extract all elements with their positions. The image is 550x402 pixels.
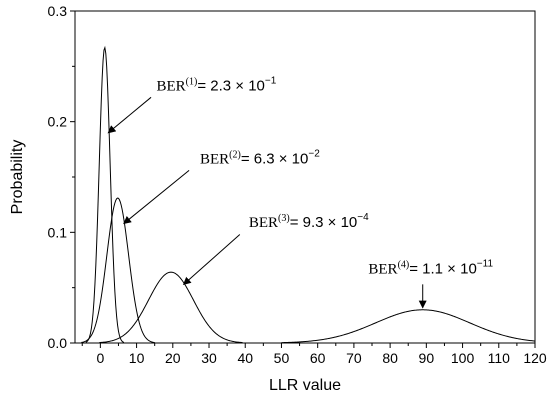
x-tick-label: 50	[274, 350, 290, 366]
y-tick-label: 0.0	[48, 335, 68, 351]
y-axis-label: Probability	[9, 140, 26, 215]
plot-area	[81, 45, 536, 344]
x-tick-label: 60	[310, 350, 326, 366]
series-3-curve	[99, 271, 243, 344]
y-tick-label: 0.1	[48, 224, 68, 240]
x-tick-label: 80	[382, 350, 398, 366]
annotation-3-label: BER(3)= 9.3 × 10−4	[249, 212, 369, 231]
series-1-curve	[85, 45, 125, 343]
series-2-curve	[81, 197, 155, 344]
x-tick-label: 30	[201, 350, 217, 366]
series-4-curve	[281, 309, 536, 344]
x-tick-label: 90	[419, 350, 435, 366]
annotation-1-arrow	[107, 96, 152, 134]
x-tick-label: 20	[165, 350, 181, 366]
x-axis-label: LLR value	[269, 377, 341, 394]
x-tick-label: 10	[129, 350, 145, 366]
x-tick-label: 120	[523, 350, 547, 366]
x-tick-label: 100	[451, 350, 475, 366]
x-tick-label: 0	[96, 350, 104, 366]
y-tick-label: 0.2	[48, 114, 68, 130]
axes: 0 10 20 30 40 50 60 70 80 90 100 110 120 0.0 0.1 0.2 0.3	[48, 3, 547, 366]
x-tick-label: 70	[346, 350, 362, 366]
y-tick-label: 0.3	[48, 3, 68, 19]
plot-frame	[74, 10, 536, 344]
annotation-2-label: BER(2)= 6.3 × 10−2	[200, 149, 320, 168]
annotation-4-label: BER(4)= 1.1 × 10−11	[368, 258, 493, 277]
annotation-2-arrow	[123, 169, 190, 225]
annotation-3-arrow	[182, 234, 241, 286]
x-tick-label: 110	[488, 350, 511, 366]
x-tick-label: 40	[237, 350, 253, 366]
annotations: BER(1)= 2.3 × 10−1 BER(2)= 6.3 × 10−2 BER(…	[107, 76, 493, 309]
annotation-1-label: BER(1)= 2.3 × 10−1	[156, 76, 276, 95]
